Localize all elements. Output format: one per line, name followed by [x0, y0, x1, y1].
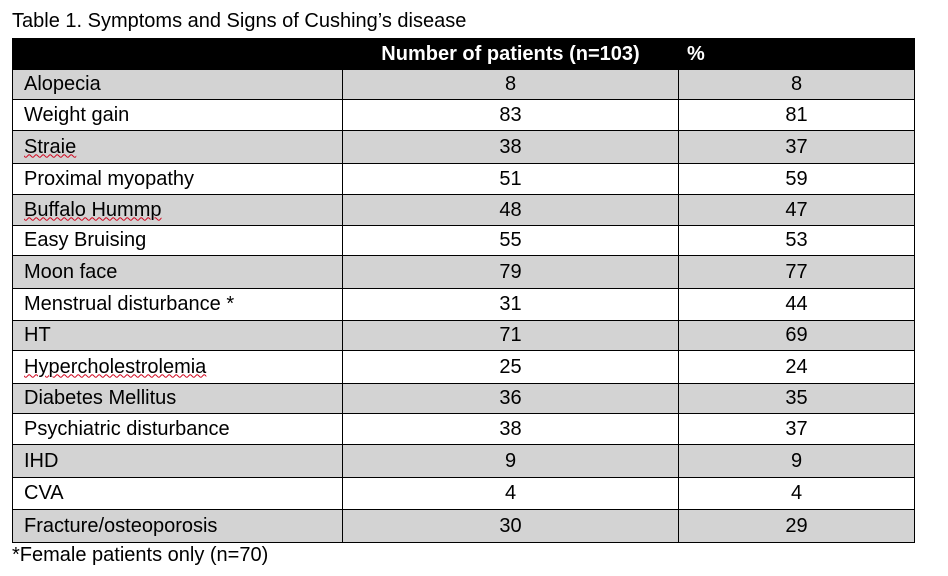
- symptom-cell: IHD: [12, 444, 343, 478]
- percent-cell: 44: [678, 288, 915, 321]
- symptom-label: Easy Bruising: [24, 229, 147, 251]
- patient-count-cell: 30: [342, 509, 679, 543]
- table-row: Straie 38 37: [12, 130, 915, 164]
- symptom-label: Diabetes Mellitus: [24, 387, 177, 409]
- patient-count-cell: 38: [342, 413, 679, 445]
- header-percent: %: [678, 38, 915, 70]
- percent-cell: 9: [678, 444, 915, 478]
- symptom-label: Buffalo Hummp: [24, 198, 162, 221]
- symptom-label: Hypercholestrolemia: [24, 355, 207, 378]
- patient-count-cell: 48: [342, 194, 679, 226]
- patient-count-cell: 31: [342, 288, 679, 321]
- symptom-label: Psychiatric disturbance: [24, 417, 230, 440]
- patient-count-cell: 83: [342, 99, 679, 131]
- symptom-cell: Fracture/osteoporosis: [12, 509, 343, 543]
- percent-cell: 35: [678, 383, 915, 414]
- patient-count-cell: 25: [342, 350, 679, 384]
- patient-count-cell: 71: [342, 320, 679, 351]
- percent-cell: 29: [678, 509, 915, 543]
- percent-cell: 59: [678, 163, 915, 195]
- header-number-of-patients: Number of patients (n=103): [342, 38, 679, 70]
- symptom-cell: Proximal myopathy: [12, 163, 343, 195]
- symptom-cell: HT: [12, 320, 343, 351]
- percent-cell: 77: [678, 255, 915, 289]
- percent-cell: 37: [678, 413, 915, 445]
- symptom-cell: Psychiatric disturbance: [12, 413, 343, 445]
- patient-count-cell: 51: [342, 163, 679, 195]
- table-row: Diabetes Mellitus 36 35: [12, 383, 915, 414]
- table-row: IHD 9 9: [12, 444, 915, 478]
- percent-cell: 47: [678, 194, 915, 226]
- patient-count-cell: 4: [342, 477, 679, 510]
- symptom-cell: Alopecia: [12, 69, 343, 100]
- patient-count-cell: 55: [342, 225, 679, 256]
- symptom-cell: Diabetes Mellitus: [12, 383, 343, 414]
- symptom-cell: Moon face: [12, 255, 343, 289]
- symptom-label: IHD: [24, 449, 59, 472]
- symptom-label: Moon face: [24, 260, 118, 283]
- table-row: CVA 4 4: [12, 477, 915, 510]
- symptom-cell: Easy Bruising: [12, 225, 343, 256]
- table-body: Alopecia 8 8 Weight gain 83 81 Straie 38 37 Proxi…: [12, 69, 915, 543]
- percent-cell: 24: [678, 350, 915, 384]
- symptom-label: Weight gain: [24, 103, 130, 126]
- table-row: Hypercholestrolemia 25 24: [12, 350, 915, 384]
- table-row: HT 71 69: [12, 320, 915, 351]
- symptom-cell: Buffalo Hummp: [12, 194, 343, 226]
- symptom-label: HT: [24, 324, 51, 346]
- table-row: Psychiatric disturbance 38 37: [12, 413, 915, 445]
- percent-cell: 4: [678, 477, 915, 510]
- patient-count-cell: 8: [342, 69, 679, 100]
- table-caption: Table 1. Symptoms and Signs of Cushing’s…: [12, 10, 467, 32]
- symptom-label: Straie: [24, 135, 77, 158]
- table-row: Alopecia 8 8: [12, 69, 915, 100]
- symptom-cell: Weight gain: [12, 99, 343, 131]
- percent-cell: 53: [678, 225, 915, 256]
- percent-cell: 8: [678, 69, 915, 100]
- table-row: Easy Bruising 55 53: [12, 225, 915, 256]
- table-row: Weight gain 83 81: [12, 99, 915, 131]
- patient-count-cell: 9: [342, 444, 679, 478]
- table-header-row: Number of patients (n=103) %: [12, 38, 915, 70]
- table-row: Menstrual disturbance * 31 44: [12, 288, 915, 321]
- percent-cell: 69: [678, 320, 915, 351]
- symptom-label: Alopecia: [24, 73, 101, 95]
- symptoms-table: Number of patients (n=103) % Alopecia 8 8 W…: [12, 38, 915, 543]
- symptom-label: Fracture/osteoporosis: [24, 514, 218, 537]
- symptom-cell: Hypercholestrolemia: [12, 350, 343, 384]
- symptom-cell: CVA: [12, 477, 343, 510]
- symptom-cell: Menstrual disturbance *: [12, 288, 343, 321]
- table-row: Fracture/osteoporosis 30 29: [12, 509, 915, 543]
- symptom-label: CVA: [24, 482, 64, 504]
- symptom-cell: Straie: [12, 130, 343, 164]
- percent-cell: 37: [678, 130, 915, 164]
- symptom-label: Proximal myopathy: [24, 167, 195, 190]
- patient-count-cell: 36: [342, 383, 679, 414]
- table-row: Proximal myopathy 51 59: [12, 163, 915, 195]
- table-row: Moon face 79 77: [12, 255, 915, 289]
- table-row: Buffalo Hummp 48 47: [12, 194, 915, 226]
- header-symptom: [12, 38, 343, 70]
- patient-count-cell: 38: [342, 130, 679, 164]
- symptom-label: Menstrual disturbance *: [24, 293, 235, 315]
- patient-count-cell: 79: [342, 255, 679, 289]
- footnote: *Female patients only (n=70): [12, 544, 269, 566]
- percent-cell: 81: [678, 99, 915, 131]
